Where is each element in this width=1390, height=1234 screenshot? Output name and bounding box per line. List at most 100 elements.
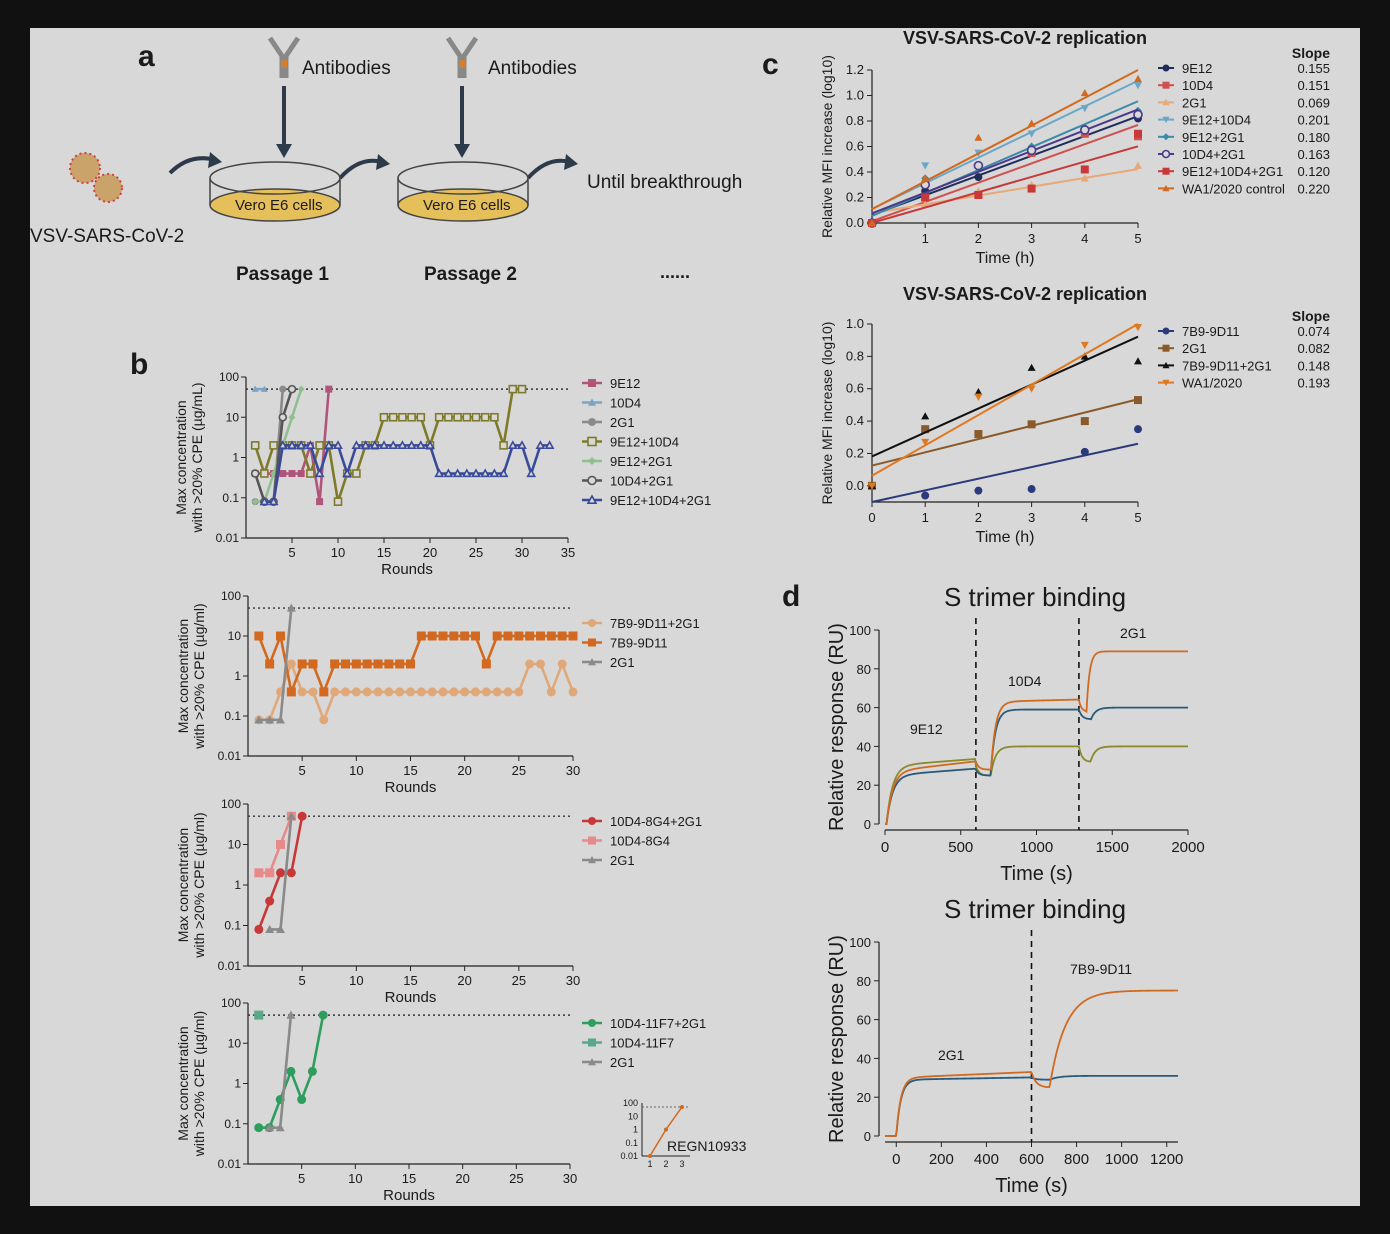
y-tick-label: 0.6 (846, 381, 864, 396)
data-point (492, 631, 502, 641)
data-point (1134, 324, 1142, 332)
series-line (258, 607, 293, 722)
x-axis-label: Time (h) (976, 250, 1035, 267)
y-tick-label: 0.01 (218, 749, 242, 763)
data-point (525, 631, 535, 641)
data-point (260, 469, 269, 478)
data-point (305, 440, 316, 449)
data-point (453, 412, 462, 422)
data-point (1162, 379, 1170, 387)
y-tick-label: 100 (221, 797, 241, 811)
slope-header: Slope (1292, 45, 1330, 61)
data-point (588, 658, 596, 666)
data-point (974, 387, 983, 396)
y-tick-label: 10 (228, 629, 242, 643)
data-point (415, 440, 426, 449)
data-point (250, 441, 260, 450)
data-point (587, 475, 597, 486)
data-point (544, 440, 555, 449)
legend-label: 2G1 (610, 1055, 635, 1070)
x-tick-label: 25 (509, 1171, 523, 1186)
inset-point (664, 1127, 668, 1132)
data-point (395, 687, 405, 697)
slope-value: 0.220 (1297, 181, 1330, 196)
y-tick-label: 100 (849, 623, 871, 638)
data-point (265, 659, 275, 669)
x-axis-label: Rounds (381, 561, 433, 578)
y-tick-label: 60 (857, 1013, 871, 1028)
x-axis-label: Time (h) (976, 529, 1035, 546)
inset-y-tick: 10 (628, 1111, 638, 1121)
data-point (297, 687, 307, 697)
regression-line (871, 335, 1139, 458)
inset-y-tick: 0.01 (620, 1151, 638, 1161)
data-point (265, 715, 275, 724)
data-point (921, 425, 930, 434)
arrow-icon (338, 158, 383, 180)
data-point (452, 468, 463, 478)
data-point (587, 436, 597, 447)
x-tick-label: 10 (349, 973, 363, 988)
regression-line (871, 115, 1139, 216)
data-point (499, 441, 508, 450)
x-tick-label: 20 (457, 973, 471, 988)
x-tick-label: 2000 (1171, 839, 1204, 856)
data-point (471, 468, 481, 478)
antibody-icon (267, 36, 301, 78)
x-tick-label: 2 (975, 231, 982, 246)
legend-label: 9E12+10D4 (1182, 113, 1251, 128)
data-point (276, 868, 285, 878)
slope-value: 0.155 (1297, 61, 1330, 76)
data-point (330, 659, 340, 669)
data-point (1080, 88, 1089, 97)
y-tick-label: 80 (857, 974, 871, 989)
data-point (296, 440, 307, 449)
curve-label-10D4: 10D4 (1008, 673, 1042, 689)
data-point (974, 486, 983, 495)
y-axis-label: Max concentration (175, 1026, 191, 1140)
x-axis-label: Rounds (385, 989, 437, 1006)
x-tick-label: 15 (403, 763, 417, 778)
data-point (1027, 130, 1036, 138)
data-point (1080, 417, 1089, 426)
data-point (251, 385, 259, 392)
dish-label-2: Vero E6 cells (423, 197, 511, 214)
data-point (1080, 105, 1089, 113)
data-point (921, 199, 930, 208)
data-point (1027, 119, 1036, 127)
y-tick-label: 0.2 (846, 445, 864, 460)
y-axis-label: with >20% CPE (µg/mL) (189, 382, 205, 533)
y-tick-label: 0.8 (846, 113, 864, 128)
petri-dish-icon (209, 161, 341, 222)
data-point (471, 412, 481, 422)
data-point (460, 687, 470, 697)
legend-label: 2G1 (610, 415, 635, 430)
data-point (287, 384, 297, 394)
figure-panel: a VSV-SARS-CoV-2 Ant (30, 28, 1360, 1206)
data-point (360, 440, 371, 449)
data-point (546, 631, 556, 641)
slope-value: 0.148 (1297, 358, 1330, 373)
x-tick-label: 15 (403, 973, 417, 988)
data-point (921, 193, 930, 202)
data-point (449, 687, 459, 697)
data-point (1162, 98, 1170, 106)
data-point (1134, 425, 1142, 434)
slope-value: 0.069 (1297, 95, 1330, 110)
data-point (286, 659, 296, 669)
x-tick-label: 15 (402, 1171, 416, 1186)
y-tick-label: 0.01 (218, 959, 242, 973)
slope-value: 0.074 (1297, 324, 1330, 339)
data-point (286, 1066, 296, 1076)
data-point (588, 619, 596, 627)
chart-b2: 5 10 15 20 25 30 0.01 0.1 1 10 100 Rounds Max concen… (175, 589, 700, 796)
data-point (268, 496, 279, 506)
legend-label: 10D4+2G1 (1182, 147, 1245, 162)
chart-b4: 5 10 15 20 25 30 0.01 0.1 1 10 100 Rounds Max concen… (175, 996, 747, 1204)
curve-label-7B9-9D11: 7B9-9D11 (1070, 961, 1132, 977)
data-point (276, 840, 285, 849)
series-line (258, 815, 293, 875)
y-axis-label: Max concentration (175, 828, 191, 942)
legend-label: 9E12 (1182, 61, 1212, 76)
